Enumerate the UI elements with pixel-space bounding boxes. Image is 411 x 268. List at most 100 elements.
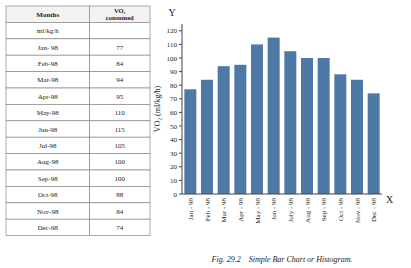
annotation: Y (168, 7, 175, 18)
table-header-line: consumed (106, 14, 134, 21)
y-tick-label: 70 (170, 95, 178, 103)
x-tick-label: Mar - 98 (220, 198, 228, 223)
y-tick (179, 153, 182, 154)
table-header: Months (36, 11, 59, 19)
bars (184, 38, 379, 194)
table-value: 100 (115, 175, 126, 183)
y-tick-label: 40 (170, 136, 178, 144)
table-month: Nov-98 (37, 208, 59, 216)
table-month: Oct-98 (38, 191, 58, 199)
table-cell (90, 6, 150, 22)
table-month: Dec-98 (37, 224, 58, 232)
y-tick-label: 30 (170, 150, 178, 158)
table-cell (90, 39, 150, 55)
y-tick-label: 10 (170, 177, 178, 185)
y-tick (179, 71, 182, 72)
y-tick-label: 90 (170, 68, 178, 76)
table-cell (90, 170, 150, 186)
x-axis-line (182, 194, 382, 195)
x-tick-label: Nov - 98 (354, 198, 362, 223)
table-cell (90, 72, 150, 88)
y-axis-line (182, 24, 183, 194)
table-cell (6, 170, 90, 186)
table-month: Jun-98 (38, 126, 58, 134)
y-tick-label: 100 (167, 55, 178, 63)
table-value: 105 (115, 142, 126, 150)
table-month: Jul-98 (39, 142, 57, 150)
table-cell (6, 219, 90, 235)
table-cell (90, 22, 150, 38)
table-cell (6, 104, 90, 120)
table-value: 88 (116, 191, 124, 199)
table-cell (90, 137, 150, 153)
y-tick-label: 0 (174, 191, 178, 199)
table-unit: ml/kg/h (37, 27, 59, 35)
x-tick-label: Jun - 98 (270, 198, 278, 221)
y-tick-label: 120 (167, 27, 178, 35)
x-tick-label: Apr - 98 (237, 198, 245, 222)
bar (234, 65, 246, 194)
y-tick (179, 58, 182, 59)
x-tick-label: Aug - 98 (304, 198, 312, 223)
x-tick-label: May - 98 (254, 198, 262, 224)
x-tick-label: Dec - 98 (370, 198, 378, 223)
table-cell (90, 104, 150, 120)
y-tick (179, 112, 182, 113)
x-tick-label: Jan - 98 (187, 198, 195, 221)
y-tick (179, 139, 182, 140)
y-tick (179, 30, 182, 31)
table-month: May-98 (37, 109, 60, 117)
y-tick (179, 194, 182, 195)
table-cell (90, 121, 150, 137)
bar (201, 80, 213, 194)
caption: Fig. 29.2 Simple Bar Chart or Histogram. (211, 255, 353, 264)
table-header-line: VO₂ (114, 7, 126, 14)
y-tick (179, 44, 182, 45)
table-cell (6, 121, 90, 137)
table-cell (90, 88, 150, 104)
bar (218, 66, 230, 194)
table-cell (6, 186, 90, 202)
y-tick-label: 20 (170, 163, 178, 171)
table-value: 84 (116, 60, 124, 68)
table-month: Aug-98 (37, 158, 59, 166)
x-tick-label: Oct - 98 (337, 198, 345, 221)
table-cell (6, 39, 90, 55)
table-cell (6, 137, 90, 153)
y-tick (179, 180, 182, 181)
table-month: Jan- 98 (38, 44, 59, 52)
chart: 0102030405060708090100110120Jan - 98Feb … (0, 0, 411, 268)
bar (184, 89, 196, 194)
table-month: Sep-98 (38, 175, 58, 183)
y-axis-label: VO₂ (ml/kg/h) (153, 85, 162, 132)
table-cell (6, 55, 90, 71)
table-cell (90, 55, 150, 71)
table-cell (90, 219, 150, 235)
table-cell (90, 186, 150, 202)
table-month: Mar-98 (37, 76, 58, 84)
table-header: VO₂consumed (106, 7, 134, 21)
y-tick (179, 126, 182, 127)
y-tick (179, 98, 182, 99)
x-tick-label: Sep - 98 (320, 198, 328, 222)
y-tick (179, 166, 182, 167)
table-value: 115 (115, 126, 126, 134)
bar (251, 44, 263, 194)
bar (318, 58, 330, 194)
x-tick-label: Feb - 98 (204, 198, 212, 222)
table-cell (6, 88, 90, 104)
y-tick (179, 85, 182, 86)
table-cell (6, 203, 90, 219)
table-cell (6, 72, 90, 88)
x-tick-label: July - 98 (287, 198, 295, 223)
table-value: 74 (116, 224, 124, 232)
y-tick-label: 80 (170, 82, 178, 90)
table-cell (6, 22, 90, 38)
table-cell (90, 203, 150, 219)
bar (334, 74, 346, 194)
table: MonthsVO₂consumedml/kg/hJan- 9877Feb-988… (6, 6, 150, 236)
bar (284, 51, 296, 194)
table-value: 100 (115, 158, 126, 166)
table-cell (90, 154, 150, 170)
table-value: 110 (115, 109, 126, 117)
